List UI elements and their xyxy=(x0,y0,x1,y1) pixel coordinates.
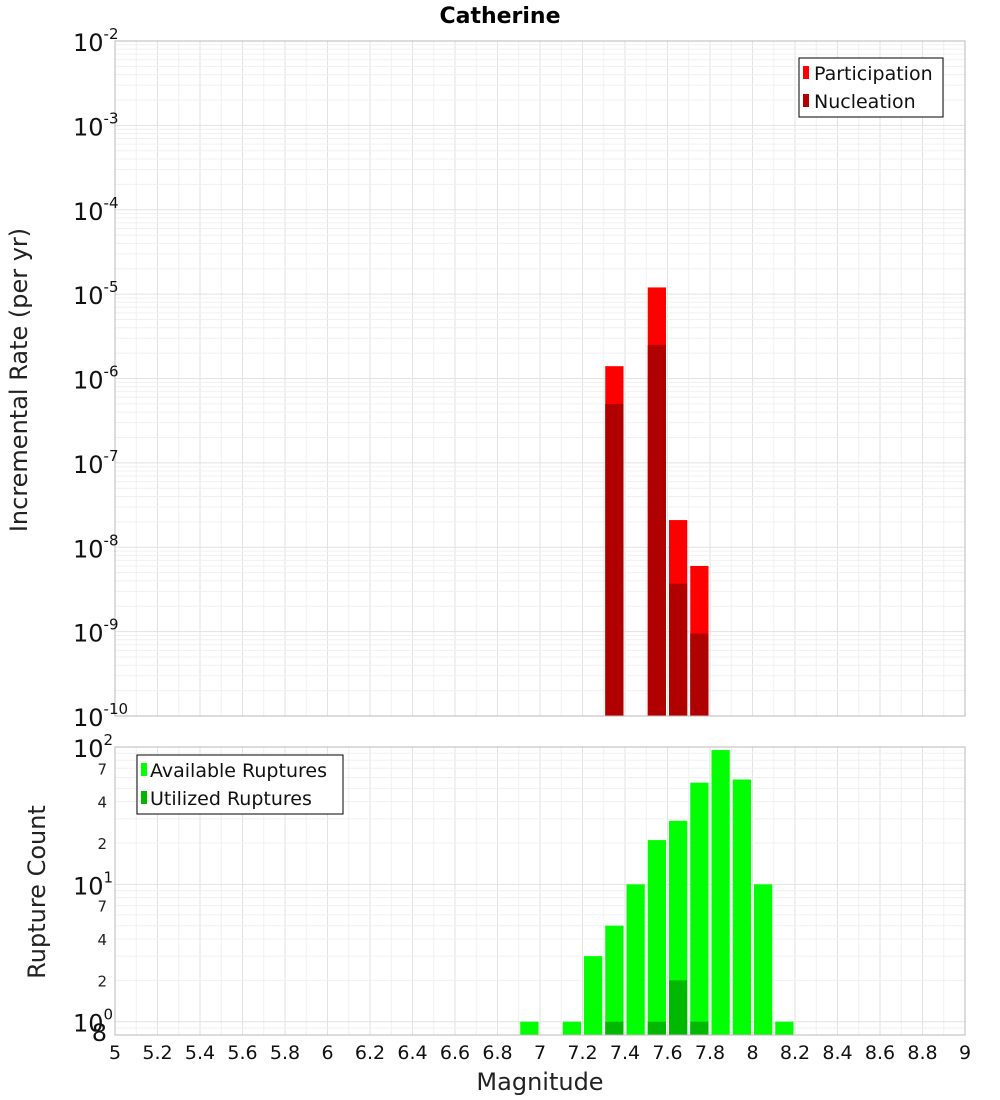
bottom-y-axis-label: Rupture Count xyxy=(23,805,51,979)
legend-swatch-utilized xyxy=(141,791,147,804)
y-minor-tick-label: 4 xyxy=(97,931,107,949)
top-panel-frame xyxy=(114,40,966,717)
x-tick-label: 7.4 xyxy=(610,1042,640,1064)
x-tick-label: 8.2 xyxy=(780,1042,810,1064)
bar-available-ruptures xyxy=(754,884,773,1035)
bar-available-ruptures xyxy=(626,884,645,1035)
bar-nucleation xyxy=(605,403,624,716)
legend-swatch-available xyxy=(141,763,147,776)
legend-swatch-nucleation xyxy=(803,94,809,107)
bottom-legend: Available Ruptures Utilized Ruptures xyxy=(136,754,344,815)
bottom-panel-frame xyxy=(114,746,966,1036)
x-tick-label: 7 xyxy=(534,1042,546,1064)
chart-title: Catherine xyxy=(439,4,560,29)
x-tick-label: 8 xyxy=(746,1042,758,1064)
x-tick-label: 6.2 xyxy=(355,1042,385,1064)
x-tick-label: 8.6 xyxy=(865,1042,895,1064)
top-panel-bars xyxy=(605,287,709,716)
y-tick-label: 10-4 xyxy=(73,194,119,226)
x-tick-label: 8.4 xyxy=(822,1042,852,1064)
bar-available-ruptures xyxy=(562,1021,581,1035)
bar-nucleation xyxy=(690,633,709,716)
y-minor-tick-label: 2 xyxy=(97,972,107,990)
bar-utilized-ruptures xyxy=(647,1021,666,1035)
y-tick-label: 10-7 xyxy=(73,447,119,479)
bar-available-ruptures xyxy=(605,925,624,1035)
x-tick-label: 5 xyxy=(109,1042,121,1064)
y-minor-tick-label: 7 xyxy=(97,898,107,916)
top-panel-grid xyxy=(114,41,966,717)
y-tick-label: 10-10 xyxy=(73,700,128,732)
x-tick-label: 5.6 xyxy=(227,1042,257,1064)
y-tick-label: 101 xyxy=(73,868,113,900)
x-tick-label: 7.8 xyxy=(695,1042,725,1064)
x-tick-label: 6.6 xyxy=(440,1042,470,1064)
bottom-panel-y-ticks: 102 101 100 7 4 2 7 4 2 8 xyxy=(73,731,113,1047)
y-tick-label: 10-9 xyxy=(73,616,119,648)
x-tick-label: 6.4 xyxy=(397,1042,427,1064)
x-tick-label: 5.8 xyxy=(270,1042,300,1064)
y-tick-label: 102 xyxy=(73,731,113,763)
x-tick-label: 5.4 xyxy=(185,1042,215,1064)
legend-swatch-participation xyxy=(803,66,809,79)
bar-available-ruptures xyxy=(584,956,603,1035)
top-y-axis-label: Incremental Rate (per yr) xyxy=(5,228,33,532)
bottom-panel-bars xyxy=(520,750,794,1035)
x-tick-label: 9 xyxy=(959,1042,971,1064)
legend-label-utilized: Utilized Ruptures xyxy=(150,788,312,810)
legend-label-participation: Participation xyxy=(814,63,933,85)
bar-available-ruptures xyxy=(775,1021,794,1035)
y-minor-tick-label: 2 xyxy=(97,835,107,853)
legend-label-available: Available Ruptures xyxy=(150,760,327,782)
top-panel-y-ticks: 10-2 10-3 10-4 10-5 10-6 10-7 10-8 10-9 10-10 xyxy=(73,25,128,732)
bar-available-ruptures xyxy=(520,1021,539,1035)
bar-available-ruptures xyxy=(732,779,751,1035)
bar-utilized-ruptures xyxy=(605,1021,624,1035)
bar-utilized-ruptures xyxy=(690,1021,709,1035)
y-tick-label: 10-5 xyxy=(73,278,119,310)
x-tick-label: 7.2 xyxy=(567,1042,597,1064)
x-tick-label: 5.2 xyxy=(142,1042,172,1064)
legend-label-nucleation: Nucleation xyxy=(814,91,916,113)
y-tick-label: 100 xyxy=(73,1006,113,1038)
bar-nucleation xyxy=(669,583,688,716)
bar-available-ruptures xyxy=(647,840,666,1035)
bar-utilized-ruptures xyxy=(669,980,688,1035)
y-minor-tick-label: 7 xyxy=(97,760,107,778)
y-tick-label: 10-8 xyxy=(73,531,119,563)
x-axis-label: Magnitude xyxy=(476,1068,603,1096)
x-tick-label: 8.8 xyxy=(907,1042,937,1064)
y-minor-tick-label: 4 xyxy=(97,794,107,812)
x-tick-label: 6 xyxy=(321,1042,333,1064)
bottom-legend-box xyxy=(136,754,344,815)
top-legend-box xyxy=(798,57,944,118)
y-tick-label: 10-2 xyxy=(73,25,119,57)
x-axis-ticks: 5 5.2 5.4 5.6 5.8 6 6.2 6.4 6.6 6.8 7 7.2 7.4 7.6 7.8 8… xyxy=(109,1042,971,1064)
bar-available-ruptures xyxy=(690,782,709,1035)
x-tick-label: 7.6 xyxy=(652,1042,682,1064)
y-tick-label: 10-6 xyxy=(73,363,119,395)
y-tick-label: 10-3 xyxy=(73,109,119,141)
x-tick-label: 6.8 xyxy=(482,1042,512,1064)
bar-nucleation xyxy=(647,344,666,716)
bar-available-ruptures xyxy=(711,750,730,1035)
y-minor-tick-label: 8 xyxy=(92,1019,107,1047)
top-legend: Participation Nucleation xyxy=(798,57,944,118)
